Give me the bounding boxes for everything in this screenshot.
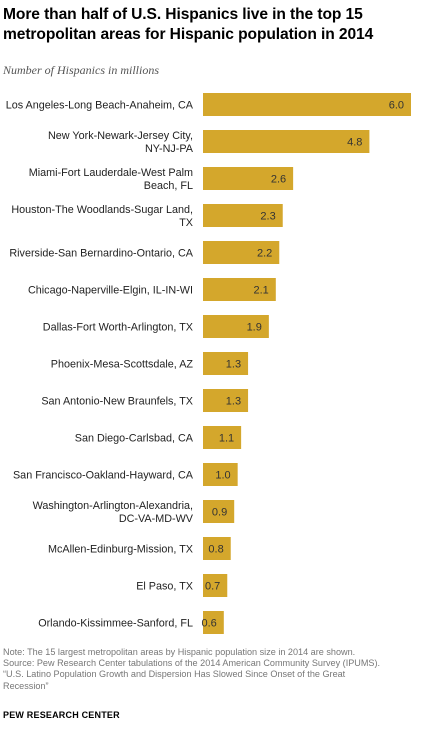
- bar: [203, 93, 411, 116]
- value-label: 2.2: [257, 248, 272, 260]
- footer-note: Note: The 15 largest metropolitan areas …: [3, 647, 356, 657]
- category-label: Washington-Arlington-Alexandria, DC-VA-MD…: [33, 500, 194, 525]
- bar: [203, 463, 238, 486]
- bar-chart: Los Angeles-Long Beach-Anaheim, CA 6.0 New…: [6, 93, 411, 634]
- category-label: Chicago-Naperville-Elgin, IL-IN-WI: [28, 285, 193, 297]
- footer-source-line: Source: Pew Research Center tabulations …: [3, 658, 381, 669]
- category-label: Phoenix-Mesa-Scottsdale, AZ: [51, 359, 194, 371]
- value-label: 2.6: [271, 174, 286, 186]
- category-label: McAllen-Edinburg-Mission, TX: [48, 544, 193, 556]
- brand-label: PEW RESEARCH CENTER: [3, 710, 120, 720]
- category-label: Miami-Fort Lauderdale-West Palm Beach, FL: [29, 167, 193, 192]
- category-label: San Antonio-New Braunfels, TX: [41, 396, 193, 408]
- category-label: Houston-The Woodlands-Sugar Land, TX: [11, 204, 193, 229]
- bar: [203, 204, 283, 227]
- chart-footer: Note: The 15 largest metropolitan areas …: [3, 647, 427, 692]
- value-label: 0.6: [202, 618, 217, 630]
- bar: [203, 611, 224, 634]
- category-label: New York-Newark-Jersey City, NY-NJ-PA: [48, 130, 194, 155]
- category-label: Orlando-Kissimmee-Sanford, FL: [38, 618, 193, 630]
- category-label: El Paso, TX: [136, 581, 193, 593]
- value-label: 4.8: [347, 137, 362, 149]
- bar: [203, 500, 235, 523]
- value-label: 1.3: [226, 359, 241, 371]
- value-label: 2.1: [254, 285, 269, 297]
- value-label: 0.8: [208, 544, 223, 556]
- category-label: Dallas-Fort Worth-Arlington, TX: [43, 322, 193, 334]
- bar: [203, 574, 228, 597]
- value-label: 0.7: [205, 581, 220, 593]
- value-label: 1.0: [215, 470, 230, 482]
- footer-source-line: Recession”: [3, 680, 49, 691]
- category-label: Los Angeles-Long Beach-Anaheim, CA: [6, 100, 194, 112]
- category-label: Riverside-San Bernardino-Ontario, CA: [9, 248, 193, 260]
- bar: [203, 389, 249, 412]
- category-label: San Francisco-Oakland-Hayward, CA: [13, 470, 194, 482]
- bar: [203, 167, 294, 190]
- value-label: 1.3: [226, 396, 241, 408]
- bar: [203, 130, 370, 153]
- bar: [203, 352, 249, 375]
- category-label: San Diego-Carlsbad, CA: [75, 433, 194, 445]
- bar: [203, 426, 242, 449]
- bar: [203, 537, 231, 560]
- value-label: 1.1: [219, 433, 234, 445]
- value-label: 1.9: [247, 322, 262, 334]
- value-label: 2.3: [260, 211, 275, 223]
- chart-title: More than half of U.S. Hispanics live in…: [3, 6, 374, 43]
- bar: [203, 278, 276, 301]
- value-label: 0.9: [212, 507, 227, 519]
- bar: [203, 241, 280, 264]
- chart-subtitle: Number of Hispanics in millions: [3, 63, 160, 77]
- value-label: 6.0: [389, 100, 404, 112]
- footer-source-line: “U.S. Latino Population Growth and Dispe…: [3, 669, 346, 680]
- bar: [203, 315, 269, 338]
